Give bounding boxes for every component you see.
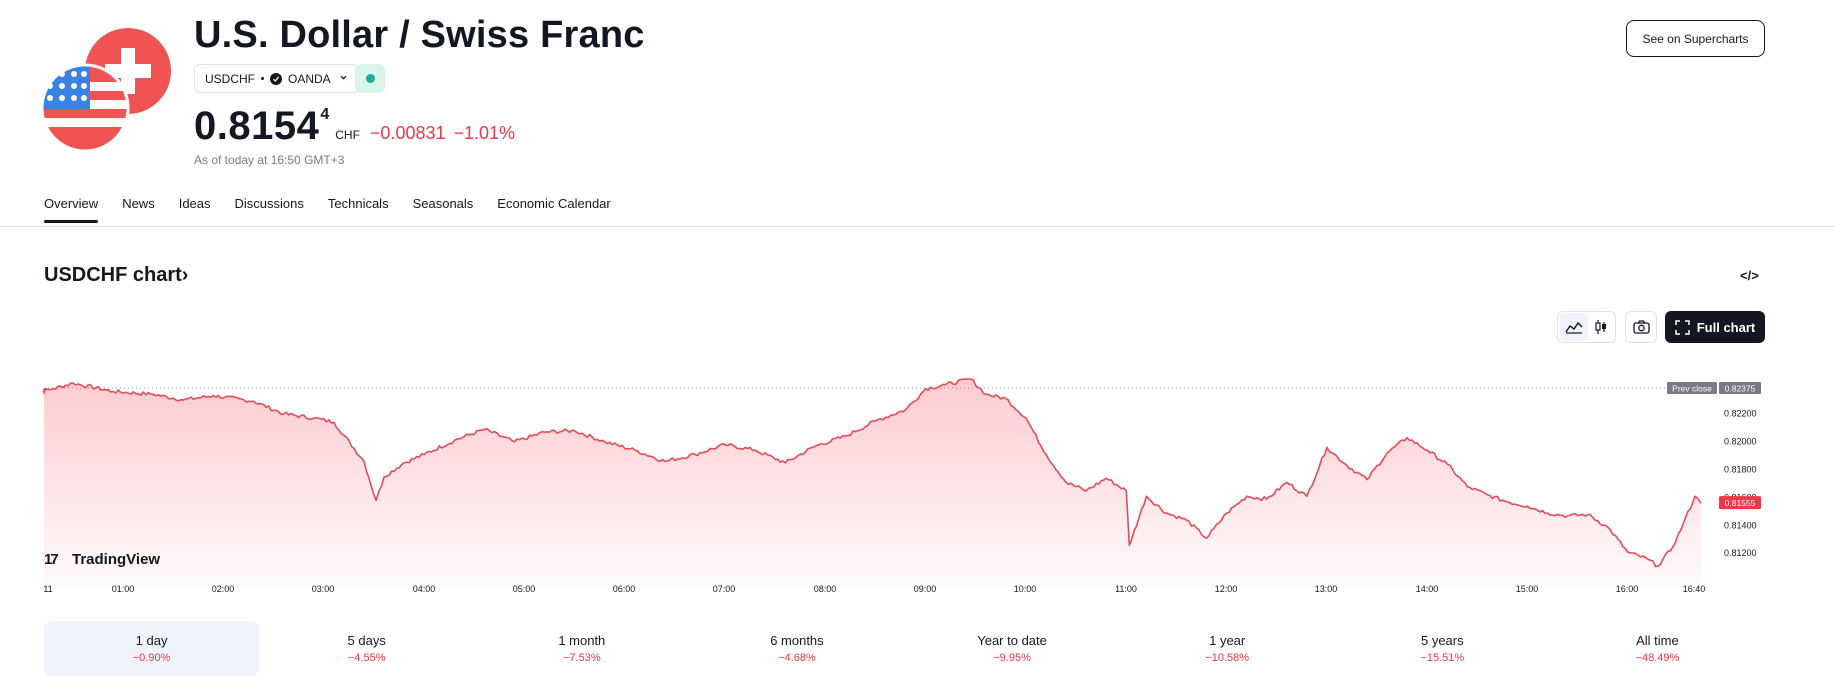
- period-label: 1 year: [1209, 633, 1246, 648]
- period-label: 1 day: [135, 633, 168, 648]
- y-tick-label: 0.81200: [1724, 548, 1757, 558]
- price-line: [43, 378, 1702, 568]
- period-label: 5 years: [1420, 633, 1464, 648]
- period-change: −4.55%: [347, 652, 386, 664]
- price-timestamp: As of today at 16:50 GMT+3: [194, 153, 345, 167]
- y-tick-label: 0.82000: [1724, 436, 1757, 446]
- period-all-time[interactable]: All time −48.49%: [1550, 621, 1765, 676]
- price-area-fill: [44, 379, 1701, 588]
- prev-close-tag: [1667, 382, 1717, 395]
- period-change: −7.53%: [563, 652, 601, 664]
- see-on-supercharts-button[interactable]: See on Supercharts: [1626, 20, 1765, 57]
- price-change-abs: −0.00831: [369, 123, 446, 143]
- page-tabs: Overview News Ideas Discussions Technica…: [44, 196, 635, 223]
- price-chart[interactable]: 0.822000.820000.818000.816000.814000.812…: [0, 350, 1835, 598]
- period-label: Year to date: [977, 633, 1047, 648]
- x-tick-label: 05:00: [513, 584, 536, 594]
- full-chart-label: Full chart: [1696, 319, 1756, 335]
- period-change: −4.68%: [778, 652, 816, 664]
- x-tick-label: 08:00: [814, 584, 837, 594]
- tabs-divider: [0, 226, 1835, 227]
- exchange-label: OANDA: [288, 71, 331, 86]
- period-change: −0.90%: [132, 652, 171, 664]
- x-tick-label: 11: [43, 584, 52, 594]
- x-tick-label: 07:00: [713, 584, 736, 594]
- x-tick-label: 02:00: [212, 584, 235, 594]
- prev-close-label: Prev close: [1672, 384, 1712, 394]
- y-tick-label: 0.81400: [1724, 520, 1757, 530]
- tab-technicals[interactable]: Technicals: [327, 196, 389, 211]
- chart-title-label: USDCHF chart: [44, 264, 182, 286]
- last-price: 0.8154: [194, 104, 320, 148]
- tab-seasonals[interactable]: Seasonals: [412, 196, 474, 211]
- tab-overview[interactable]: Overview: [44, 196, 99, 223]
- period-change: −9.95%: [993, 652, 1031, 664]
- performance-periods: 1 day −0.90% 5 days −4.55% 1 month −7.53% 6…: [44, 621, 1765, 676]
- period-year-to-date[interactable]: Year to date −9.95%: [905, 621, 1120, 676]
- period-change: −48.49%: [1635, 652, 1680, 664]
- period-label: 5 days: [347, 633, 386, 648]
- tradingview-watermark: 17 TradingView: [44, 551, 160, 568]
- chart-style-toggle: [1557, 311, 1616, 343]
- full-chart-button[interactable]: Full chart: [1665, 311, 1765, 343]
- tradingview-logo: 17: [44, 551, 58, 568]
- separator-dot: [261, 77, 264, 80]
- x-tick-label: 15:00: [1516, 584, 1539, 594]
- last-price-value: 0.81555: [1725, 498, 1756, 508]
- fullscreen-icon: [1674, 319, 1690, 335]
- chart-section-title[interactable]: USDCHF chart›: [44, 264, 188, 287]
- x-tick-label: 01:00: [112, 584, 135, 594]
- area-chart-icon[interactable]: [1560, 313, 1588, 341]
- x-tick-label: 03:00: [312, 584, 335, 594]
- y-tick-label: 0.81800: [1724, 464, 1757, 474]
- market-status-indicator[interactable]: [355, 64, 385, 93]
- x-tick-label: 06:00: [613, 584, 636, 594]
- period-5-years[interactable]: 5 years −15.51%: [1335, 621, 1550, 676]
- x-tick-label: 12:00: [1215, 584, 1238, 594]
- prev-close-value-tag: [1719, 382, 1761, 395]
- code-icon[interactable]: </>: [1740, 268, 1759, 283]
- period-1-month[interactable]: 1 month −7.53%: [474, 621, 689, 676]
- verified-icon: [270, 72, 282, 85]
- camera-icon[interactable]: [1625, 311, 1657, 343]
- period-change: −10.58%: [1205, 652, 1250, 664]
- last-price-pip: 4: [320, 106, 330, 123]
- tab-discussions[interactable]: Discussions: [234, 196, 304, 211]
- y-tick-label: 0.82200: [1724, 409, 1757, 419]
- tab-ideas[interactable]: Ideas: [178, 196, 211, 211]
- period-1-year[interactable]: 1 year −10.58%: [1120, 621, 1335, 676]
- flag-icon: [42, 28, 171, 153]
- tab-economic-calendar[interactable]: Economic Calendar: [497, 196, 611, 211]
- period-label: 6 months: [770, 633, 824, 648]
- period-5-days[interactable]: 5 days −4.55%: [259, 621, 474, 676]
- x-tick-label: 11:00: [1115, 584, 1137, 594]
- x-tick-label: 04:00: [413, 584, 436, 594]
- symbol-exchange-selector[interactable]: USDCHF OANDA: [194, 64, 359, 93]
- prev-close-value: 0.82375: [1725, 384, 1756, 394]
- period-1-day[interactable]: 1 day −0.90%: [44, 621, 260, 676]
- price-currency: CHF: [335, 128, 360, 142]
- tab-news[interactable]: News: [122, 196, 155, 211]
- period-label: 1 month: [558, 633, 606, 648]
- period-6-months[interactable]: 6 months −4.68%: [689, 621, 904, 676]
- symbol-label: USDCHF: [205, 71, 255, 86]
- period-label: All time: [1636, 633, 1679, 648]
- x-tick-label: 16:00: [1616, 584, 1639, 594]
- x-tick-label: 09:00: [914, 584, 937, 594]
- x-tick-label: 13:00: [1315, 584, 1338, 594]
- x-tick-label: 14:00: [1416, 584, 1439, 594]
- period-change: −15.51%: [1420, 652, 1465, 664]
- chevron-down-icon: [339, 73, 348, 85]
- last-price-tag: [1719, 496, 1761, 510]
- candles-icon[interactable]: [1588, 313, 1616, 341]
- x-tick-label: 16:40: [1683, 584, 1706, 594]
- market-open-dot: [365, 74, 375, 83]
- x-tick-label: 10:00: [1014, 584, 1037, 594]
- tradingview-brand: TradingView: [72, 551, 160, 568]
- price-row: 0.8154 4 CHF −0.00831 −1.01%: [194, 104, 515, 149]
- page-title: U.S. Dollar / Swiss Franc: [194, 14, 645, 56]
- chevron-right-icon: ›: [181, 264, 189, 286]
- price-change-pct: −1.01%: [453, 123, 516, 143]
